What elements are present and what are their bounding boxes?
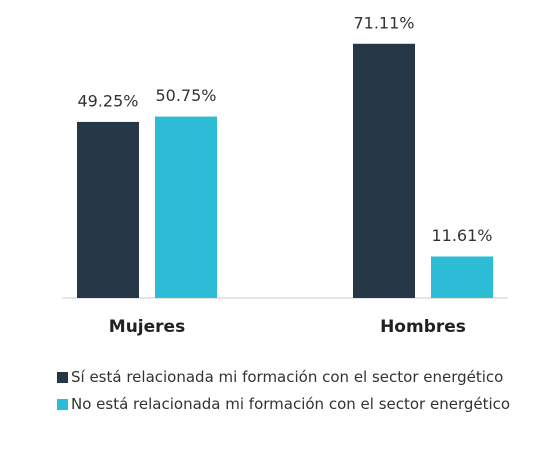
value-label: 71.11%: [353, 13, 414, 32]
legend-label: Sí está relacionada mi formación con el …: [71, 368, 504, 386]
legend-label: No está relacionada mi formación con el …: [71, 395, 511, 413]
value-label: 50.75%: [155, 86, 216, 105]
x-tick-label: Mujeres: [109, 317, 185, 337]
bar: [431, 256, 493, 298]
value-label: 11.61%: [431, 226, 492, 245]
value-label: 49.25%: [77, 91, 138, 110]
legend: Sí está relacionada mi formación con el …: [57, 368, 537, 422]
legend-item: No está relacionada mi formación con el …: [57, 395, 537, 413]
bar: [155, 116, 217, 298]
bar: [353, 43, 415, 298]
bar: [77, 121, 139, 299]
legend-item: Sí está relacionada mi formación con el …: [57, 368, 537, 386]
legend-swatch: [57, 372, 68, 383]
legend-swatch: [57, 399, 68, 410]
x-tick-label: Hombres: [380, 317, 466, 337]
chart: Mujeres 49.25% 50.75% Hombres 71.11% 11.61%: [62, 13, 508, 337]
